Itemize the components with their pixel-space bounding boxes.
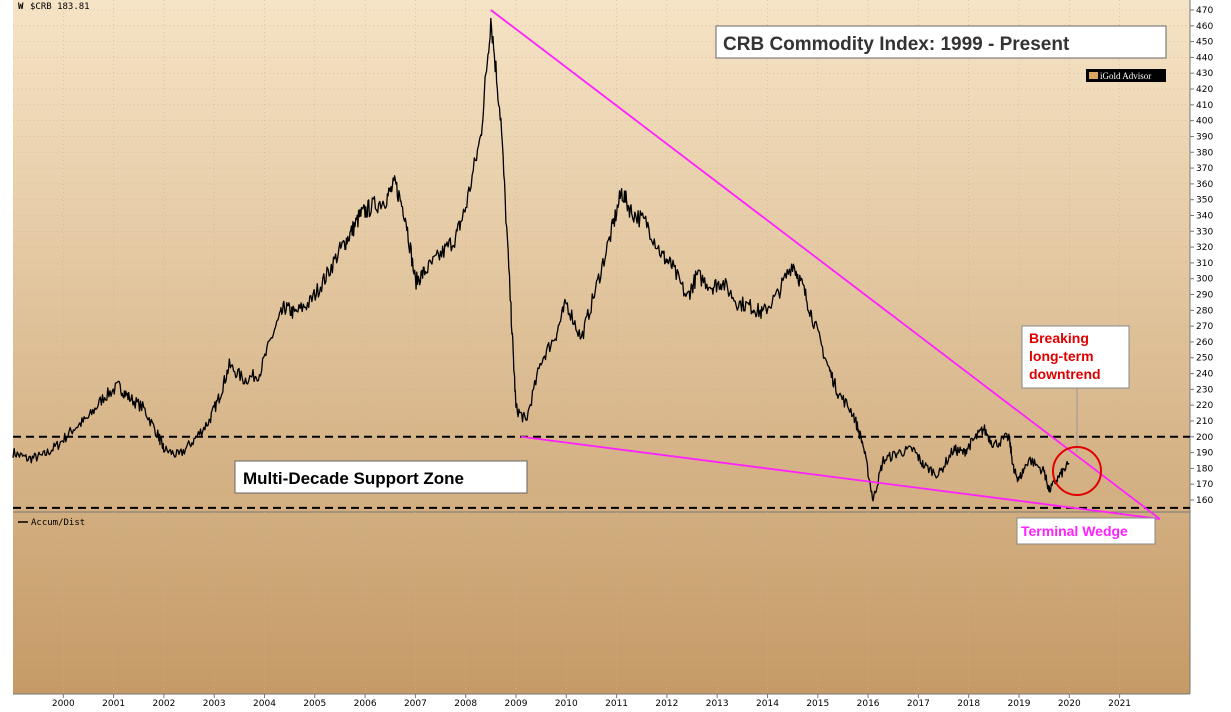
x-tick-label: 2002 bbox=[152, 699, 175, 709]
x-tick-label: 2001 bbox=[102, 699, 125, 709]
x-tick-label: 2009 bbox=[505, 699, 528, 709]
price-series bbox=[12, 17, 1070, 502]
y-tick-label: 450 bbox=[1196, 38, 1213, 48]
y-tick-label: 270 bbox=[1196, 322, 1213, 332]
y-tick-label: 430 bbox=[1196, 69, 1213, 79]
y-tick-label: 160 bbox=[1196, 496, 1213, 506]
crb-symbol-icon: W bbox=[18, 2, 24, 12]
gold-bar-icon bbox=[1089, 72, 1098, 79]
y-tick-label: 330 bbox=[1196, 227, 1213, 237]
price-line bbox=[12, 17, 1070, 502]
y-tick-label: 320 bbox=[1196, 243, 1213, 253]
breakout-label: Breaking long-term downtrend bbox=[1029, 330, 1101, 382]
plot-background bbox=[13, 0, 1190, 694]
downtrend-line bbox=[490, 9, 1161, 520]
y-tick-label: 440 bbox=[1196, 53, 1213, 63]
x-tick-label: 2005 bbox=[303, 699, 326, 709]
x-tick-label: 2016 bbox=[857, 699, 880, 709]
y-tick-label: 360 bbox=[1196, 180, 1213, 190]
y-tick-label: 200 bbox=[1196, 433, 1213, 443]
y-axis-ticks: 160 170 180 190 200 210 220 230 240 250 260 270 280 2… bbox=[1190, 6, 1213, 506]
x-tick-label: 2015 bbox=[806, 699, 829, 709]
y-tick-label: 250 bbox=[1196, 354, 1213, 364]
y-tick-label: 280 bbox=[1196, 306, 1213, 316]
x-tick-label: 2011 bbox=[605, 699, 628, 709]
y-tick-label: 460 bbox=[1196, 22, 1213, 32]
wedge-support-line bbox=[520, 435, 1160, 520]
x-axis-ticks: 2000 2001 2002 2003 2004 2005 2006 2007 2008 2009… bbox=[52, 694, 1131, 709]
x-tick-label: 2021 bbox=[1108, 699, 1131, 709]
trendlines bbox=[490, 9, 1161, 520]
indicator-label: Accum/Dist bbox=[31, 518, 85, 528]
y-tick-label: 410 bbox=[1196, 101, 1213, 111]
y-tick-label: 370 bbox=[1196, 164, 1213, 174]
y-tick-label: 290 bbox=[1196, 291, 1213, 301]
y-tick-label: 420 bbox=[1196, 85, 1213, 95]
wedge-label-box bbox=[1016, 517, 1156, 545]
title-box bbox=[715, 25, 1167, 59]
x-tick-label: 2012 bbox=[655, 699, 678, 709]
y-tick-label: 400 bbox=[1196, 117, 1213, 127]
y-tick-label: 300 bbox=[1196, 275, 1213, 285]
y-tick-label: 170 bbox=[1196, 480, 1213, 490]
wedge-label: Terminal Wedge bbox=[1021, 523, 1128, 539]
x-tick-label: 2019 bbox=[1008, 699, 1031, 709]
x-tick-label: 2020 bbox=[1058, 699, 1081, 709]
chart-title: CRB Commodity Index: 1999 - Present bbox=[723, 34, 1070, 55]
x-tick-label: 2000 bbox=[52, 699, 75, 709]
y-tick-label: 380 bbox=[1196, 148, 1213, 158]
x-tick-label: 2010 bbox=[555, 699, 578, 709]
y-tick-label: 310 bbox=[1196, 259, 1213, 269]
support-zone bbox=[13, 435, 1190, 509]
breakout-callout-box bbox=[1021, 325, 1130, 389]
brand-label: iGold Advisor bbox=[1100, 71, 1151, 81]
y-tick-label: 220 bbox=[1196, 401, 1213, 411]
x-tick-label: 2014 bbox=[756, 699, 779, 709]
y-tick-label: 190 bbox=[1196, 449, 1213, 459]
y-tick-label: 350 bbox=[1196, 196, 1213, 206]
x-tick-label: 2013 bbox=[706, 699, 729, 709]
x-tick-label: 2004 bbox=[253, 699, 276, 709]
brand-badge bbox=[1086, 69, 1166, 82]
y-tick-label: 390 bbox=[1196, 132, 1213, 142]
y-tick-label: 240 bbox=[1196, 370, 1213, 380]
y-tick-label: 180 bbox=[1196, 464, 1213, 474]
x-tick-label: 2017 bbox=[907, 699, 930, 709]
y-tick-label: 470 bbox=[1196, 6, 1213, 16]
breakout-circle bbox=[1052, 446, 1102, 496]
y-tick-label: 230 bbox=[1196, 385, 1213, 395]
y-tick-label: 260 bbox=[1196, 338, 1213, 348]
y-tick-label: 340 bbox=[1196, 211, 1213, 221]
x-tick-label: 2007 bbox=[404, 699, 427, 709]
symbol-label: $CRB 183.81 bbox=[30, 2, 90, 12]
y-tick-label: 210 bbox=[1196, 417, 1213, 427]
x-tick-label: 2003 bbox=[203, 699, 226, 709]
x-tick-label: 2008 bbox=[454, 699, 477, 709]
x-tick-label: 2006 bbox=[354, 699, 377, 709]
support-label-box bbox=[234, 460, 528, 494]
x-tick-label: 2018 bbox=[957, 699, 980, 709]
support-label: Multi-Decade Support Zone bbox=[243, 469, 464, 488]
